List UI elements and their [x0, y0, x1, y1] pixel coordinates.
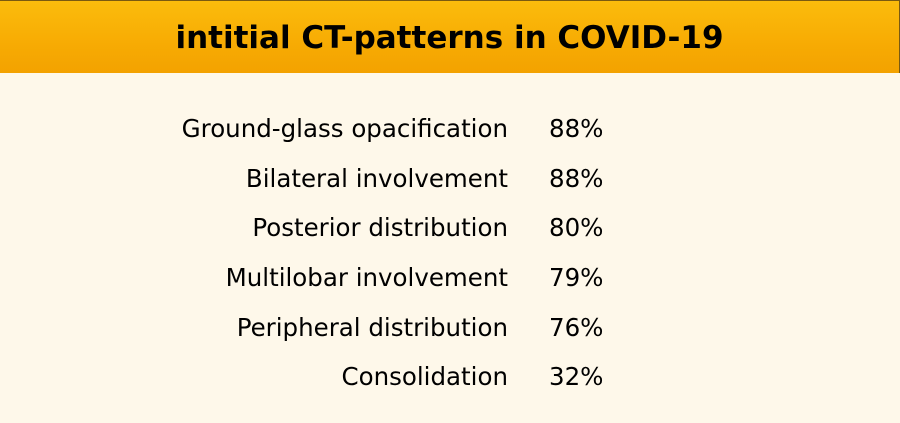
pattern-label: Bilateral involvement — [245, 163, 508, 193]
list-item: Ground-glass opacification 88% — [0, 104, 900, 154]
pattern-percentage: 76% — [549, 312, 604, 342]
pattern-label: Ground-glass opacification — [181, 114, 508, 144]
pattern-label: Consolidation — [341, 362, 509, 392]
title-banner: intitial CT-patterns in COVID-19 — [0, 0, 900, 73]
page-title: intitial CT-patterns in COVID-19 — [175, 20, 724, 56]
list-item: Posterior distribution 80% — [0, 203, 900, 253]
pattern-percentage: 80% — [549, 213, 604, 243]
pattern-percentage: 79% — [549, 263, 604, 293]
list-item: Bilateral involvement 88% — [0, 154, 900, 204]
pattern-percentage: 88% — [549, 163, 604, 193]
pattern-label: Peripheral distribution — [236, 312, 508, 342]
pattern-percentage: 32% — [549, 362, 604, 392]
list-item: Consolidation 32% — [0, 352, 900, 402]
pattern-percentage: 88% — [549, 114, 604, 144]
list-item: Peripheral distribution 76% — [0, 302, 900, 352]
ct-pattern-list: Ground-glass opacification 88% Bilateral… — [0, 104, 900, 402]
list-item: Multilobar involvement 79% — [0, 253, 900, 303]
pattern-label: Posterior distribution — [252, 213, 508, 243]
pattern-label: Multilobar involvement — [225, 263, 508, 293]
